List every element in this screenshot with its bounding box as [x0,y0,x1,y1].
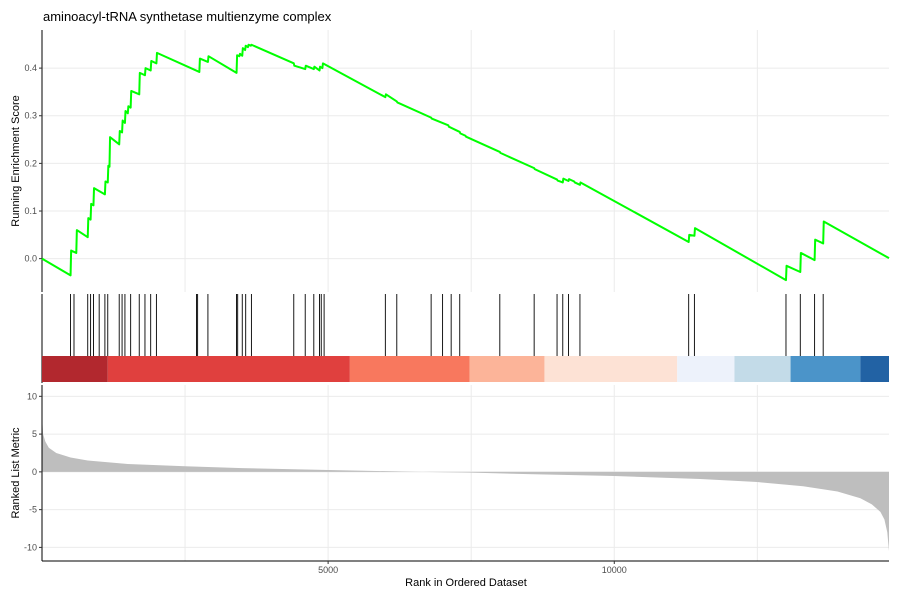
ranked-metric-x-ticks: 5000 10000 [318,561,627,575]
color-bar-segment [469,356,545,382]
running-score-gridlines [42,30,889,292]
running-score-y-tick-label: 0.0 [24,254,37,264]
x-axis-title: Rank in Ordered Dataset [405,577,527,589]
color-bar-segment [860,356,889,382]
running-score-line [41,43,890,282]
ranked-metric-y-tick-label: -10 [24,542,37,552]
ranked-metric-y-ticks: 10 5 0 -5 -10 [24,391,42,552]
gene-hit-markers [70,294,824,356]
gene-hits-panel [41,294,889,383]
chart-title: aminoacyl-tRNA synthetase multienzyme co… [43,9,332,24]
ranked-metric-y-tick-label: -5 [29,505,37,515]
running-score-y-axis-title: Running Enrichment Score [10,95,22,226]
color-bar-segment [42,356,108,382]
running-score-panel: 0.0 0.1 0.2 0.3 0.4 Running Enrichment Score [10,30,890,292]
color-bar-segment [677,356,735,382]
ranked-metric-area [42,415,889,552]
running-score-y-ticks: 0.0 0.1 0.2 0.3 0.4 [24,63,42,264]
ranked-metric-y-tick-label: 0 [32,467,37,477]
x-tick-label: 10000 [602,565,627,575]
running-score-y-tick-label: 0.3 [24,111,37,121]
ranked-metric-y-tick-label: 5 [32,429,37,439]
rank-color-bar [42,356,889,382]
running-score-y-tick-label: 0.4 [24,63,37,73]
color-bar-segment [734,356,791,382]
color-bar-segment [107,356,350,382]
ranked-metric-y-axis-title: Ranked List Metric [10,427,22,519]
color-bar-segment [790,356,861,382]
ranked-metric-panel: 10 5 0 -5 -10 5000 10000 Ranked List Metric R… [10,385,889,589]
running-score-y-tick-label: 0.2 [24,158,37,168]
ranked-metric-y-tick-label: 10 [27,391,37,401]
running-score-y-tick-label: 0.1 [24,206,37,216]
x-tick-label: 5000 [318,565,338,575]
color-bar-segment [349,356,470,382]
color-bar-segment [544,356,678,382]
